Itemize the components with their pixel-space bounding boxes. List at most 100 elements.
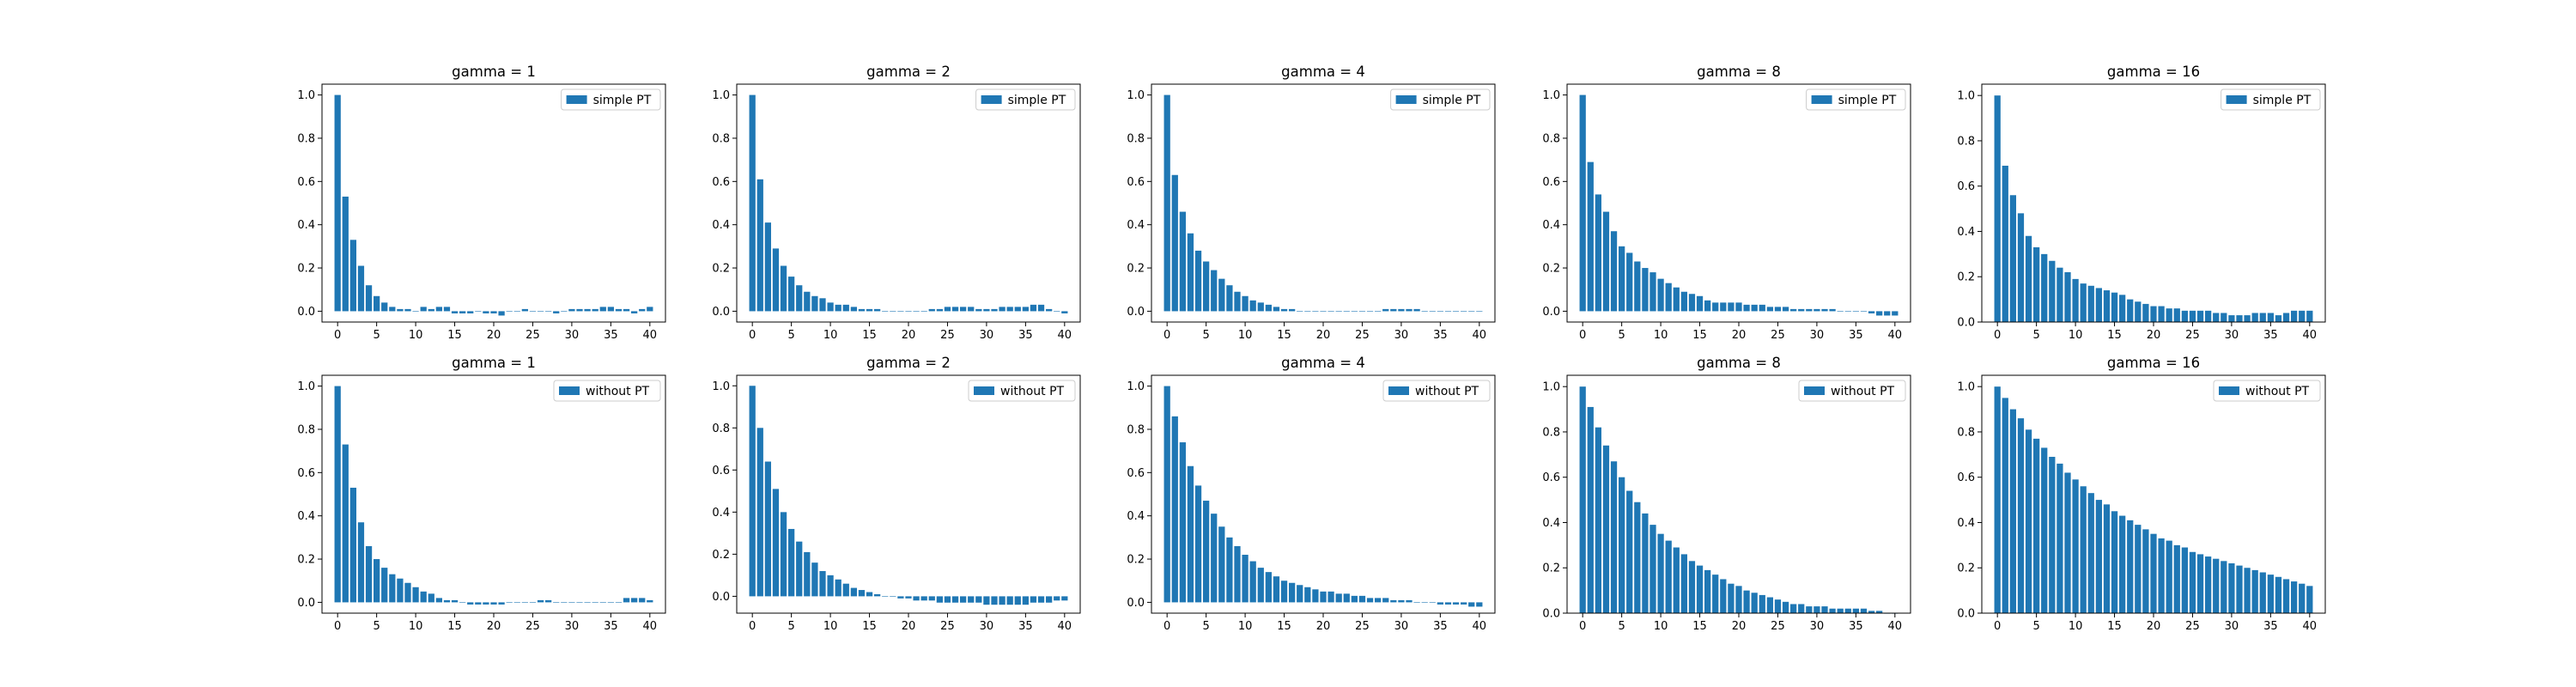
bar (1720, 302, 1727, 312)
x-tick-label: 30 (1394, 329, 1409, 342)
legend-box (553, 380, 661, 402)
bar (764, 461, 771, 597)
y-tick-label: 0.8 (297, 132, 315, 145)
bar (537, 599, 544, 603)
bar (397, 578, 404, 603)
bar (2072, 479, 2079, 613)
x-tick-label: 30 (565, 620, 580, 633)
bar (568, 602, 575, 604)
bar (1343, 593, 1350, 603)
subplot-3: gamma = 4 0 5 10 15 20 25 30 35 40 0.0 0.2 0.4 0.6 0.8… (1127, 64, 1496, 342)
legend: without PT (1798, 380, 1906, 402)
bar (1994, 95, 2001, 322)
bar (866, 592, 873, 597)
bar (1211, 270, 1218, 312)
bar (1452, 602, 1460, 605)
bars (1163, 386, 1483, 607)
bar (420, 591, 427, 603)
x-tick-label: 10 (2069, 329, 2083, 342)
subplot-title: gamma = 1 (452, 355, 536, 371)
subplot-title: gamma = 4 (1281, 64, 1365, 80)
bar (599, 602, 606, 604)
legend-box (561, 88, 661, 111)
bar (1242, 295, 1249, 312)
bar (1265, 304, 1272, 312)
bar (2213, 558, 2220, 613)
bar (435, 307, 442, 312)
bar (2033, 246, 2040, 322)
bar (2181, 310, 2188, 322)
bar (1203, 261, 1210, 312)
y-tick-label: 0.4 (1957, 517, 1975, 530)
subplot-title: gamma = 8 (1697, 355, 1781, 371)
bar (1751, 593, 1758, 613)
bar (1712, 302, 1719, 312)
legend-box (2221, 88, 2321, 111)
bar (1304, 587, 1311, 603)
bar (1037, 304, 1045, 312)
bar (2041, 447, 2048, 613)
bar (968, 596, 975, 603)
bar (2259, 572, 2266, 613)
bar (2002, 165, 2008, 322)
bar (1814, 606, 1820, 613)
bar (420, 307, 427, 312)
bar (2025, 235, 2032, 322)
bar (374, 559, 380, 603)
bar (749, 386, 756, 597)
bar (1022, 596, 1029, 605)
bar (490, 311, 497, 313)
bar (1452, 311, 1460, 313)
bar (1171, 416, 1178, 603)
bar (835, 579, 841, 597)
bar (928, 596, 935, 601)
bar (2072, 278, 2079, 322)
bar (1406, 599, 1413, 603)
x-tick-label: 5 (2032, 329, 2039, 342)
bar (1837, 608, 1844, 613)
bar (2213, 313, 2220, 322)
bar (1461, 602, 1467, 605)
subplot-1: gamma = 1 0 5 10 15 20 25 30 35 40 0.0 0.2 0.4 0.6 0.8… (297, 64, 666, 342)
x-tick-label: 20 (902, 329, 916, 342)
bar (1844, 311, 1851, 313)
bar (1680, 291, 1687, 312)
bar (1844, 608, 1851, 613)
bar (545, 599, 552, 603)
y-tick-label: 0.2 (1957, 271, 1975, 284)
bar (1884, 311, 1891, 316)
bar (568, 308, 575, 312)
bar (1289, 308, 1296, 312)
bar (913, 596, 920, 601)
x-tick-label: 15 (447, 620, 462, 633)
bar (2282, 313, 2290, 322)
y-tick-label: 0.2 (1127, 554, 1145, 567)
y-tick-label: 0.8 (1127, 132, 1145, 145)
bar (2196, 310, 2204, 322)
x-tick-label: 0 (1994, 329, 2001, 342)
y-tick-label: 0.8 (297, 423, 315, 436)
y-tick-label: 0.0 (1127, 306, 1145, 319)
bar (506, 602, 513, 604)
legend: simple PT (561, 88, 661, 111)
bar (513, 602, 520, 604)
y-tick-label: 0.2 (297, 554, 315, 567)
bar (599, 307, 606, 312)
legend-swatch (1804, 386, 1825, 395)
bar (1829, 308, 1836, 312)
bar (788, 528, 795, 597)
x-tick-label: 30 (2225, 620, 2239, 633)
x-tick-label: 35 (1433, 620, 1448, 633)
y-tick-label: 0.6 (712, 465, 730, 477)
bar (1437, 311, 1443, 313)
bar (2236, 565, 2243, 613)
bar (513, 311, 520, 313)
bar (1680, 554, 1687, 613)
bar (451, 311, 459, 313)
y-tick-label: 1.0 (712, 89, 730, 102)
subplot-title: gamma = 4 (1281, 355, 1365, 371)
legend-swatch (1395, 95, 1417, 104)
bar (1852, 311, 1859, 313)
bar (451, 599, 459, 603)
y-tick-label: 1.0 (1542, 89, 1560, 102)
